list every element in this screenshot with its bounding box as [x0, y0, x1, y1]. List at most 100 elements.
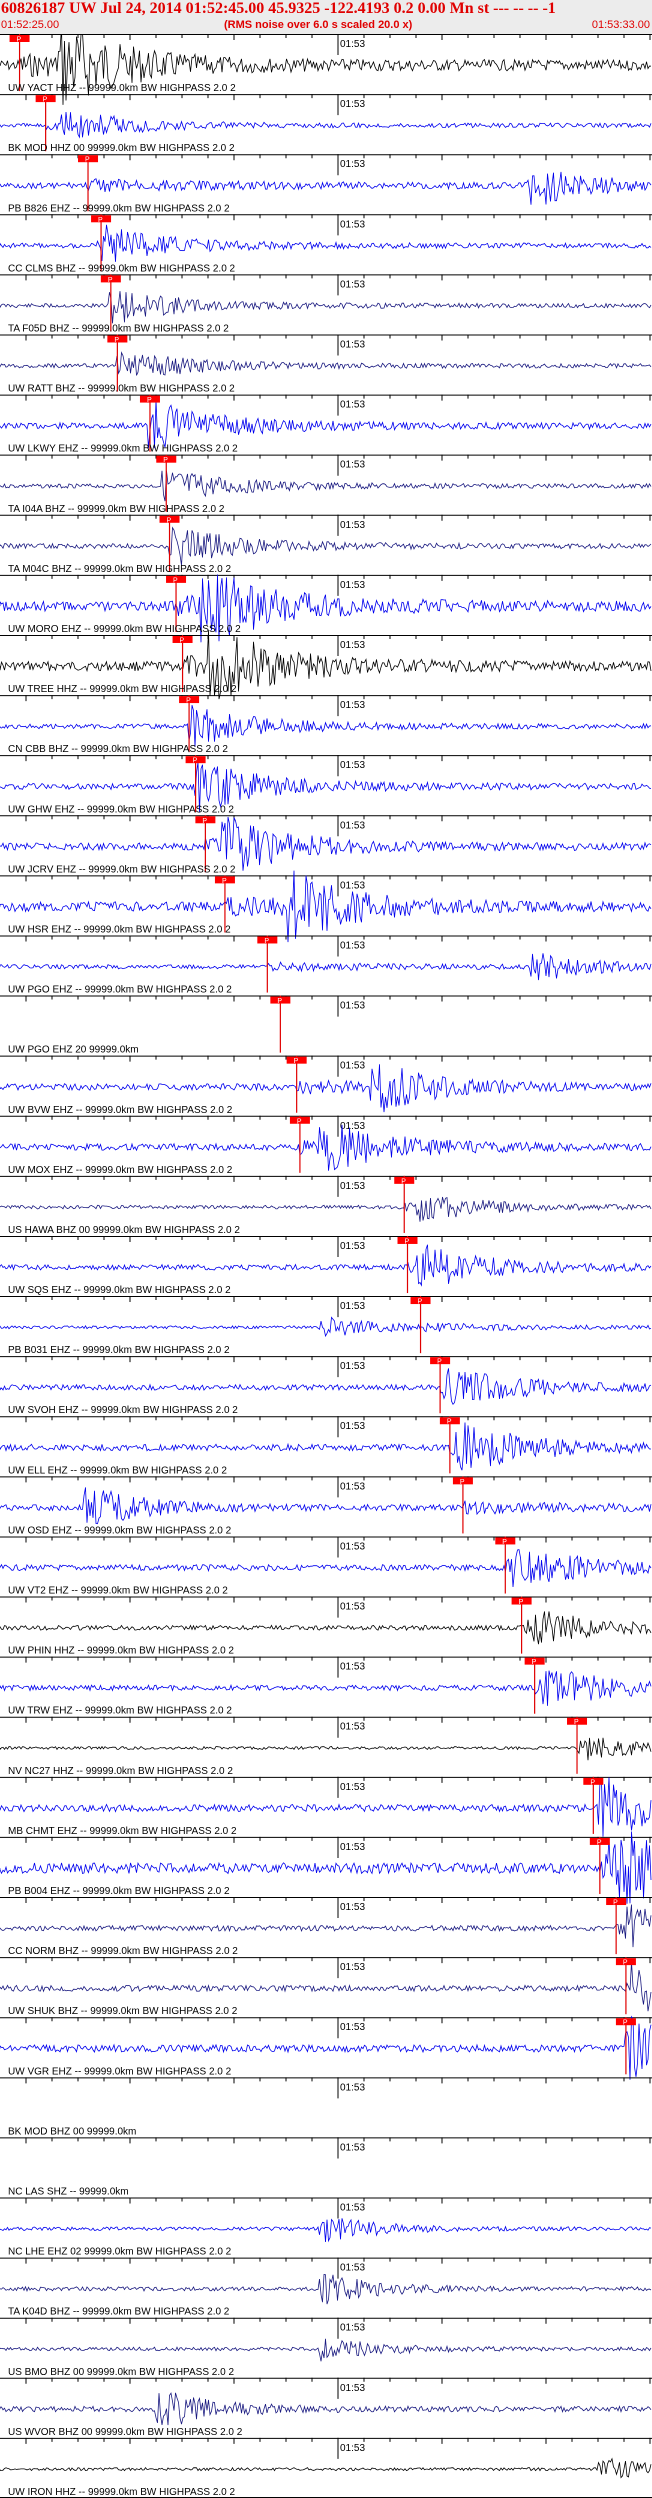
- waveform: [0, 2338, 652, 2362]
- trace-label: NV NC27 HHZ -- 99999.0km BW HIGHPASS 2.0…: [8, 1766, 233, 1777]
- pick-box: [214, 876, 235, 884]
- waveform: [0, 1196, 652, 1222]
- minute-tick-label: 01:53: [340, 1001, 365, 1012]
- trace-label: UW OSD EHZ -- 99999.0km BW HIGHPASS 2.0 …: [8, 1525, 232, 1536]
- pick-label: P: [180, 637, 185, 644]
- minute-tick-label: 01:53: [340, 820, 365, 831]
- trace-label: UW VT2 EHZ -- 99999.0km BW HIGHPASS 2.0 …: [8, 1586, 228, 1597]
- pick-box: [107, 335, 128, 343]
- trace-label: US BMO BHZ 00 99999.0km BW HIGHPASS 2.0 …: [8, 2367, 234, 2378]
- trace-label: UW RATT BHZ -- 99999.0km BW HIGHPASS 2.0…: [8, 384, 235, 395]
- minute-tick-label: 01:53: [340, 1962, 365, 1973]
- waveform: [0, 761, 652, 813]
- pick-box: [185, 756, 206, 764]
- waveform: [0, 1961, 652, 2012]
- minute-tick-label: 01:53: [340, 1842, 365, 1853]
- trace-label: UW JCRV EHZ -- 99999.0km BW HIGHPASS 2.0…: [8, 864, 236, 875]
- pick-label: P: [202, 818, 207, 825]
- pick-box: [589, 1837, 610, 1845]
- pick-label: P: [147, 397, 152, 404]
- minute-tick-label: 01:53: [340, 1541, 365, 1552]
- pick-box: [397, 1236, 418, 1244]
- minute-tick-label: 01:53: [340, 2203, 365, 2214]
- trace-label: CC NORM BHZ -- 99999.0km BW HIGHPASS 2.0…: [8, 1946, 238, 1957]
- minute-tick-label: 01:53: [340, 1301, 365, 1312]
- pick-label: P: [597, 1839, 602, 1846]
- trace-label: UW LKWY EHZ -- 99999.0km BW HIGHPASS 2.0…: [8, 444, 238, 455]
- waveform: [0, 224, 652, 262]
- pick-label: P: [447, 1419, 452, 1426]
- minute-tick-label: 01:53: [340, 400, 365, 411]
- pick-box: [439, 1417, 460, 1425]
- trace-label: PB B004 EHZ -- 99999.0km BW HIGHPASS 2.0…: [8, 1886, 230, 1897]
- trace-label: NC LHE EHZ 02 99999.0km BW HIGHPASS 2.0 …: [8, 2247, 232, 2258]
- waveform: [0, 1244, 652, 1287]
- pick-label: P: [623, 1960, 628, 1967]
- pick-box: [524, 1657, 545, 1665]
- trace-label: UW HSR EHZ -- 99999.0km BW HIGHPASS 2.0 …: [8, 924, 231, 935]
- trace-label: UW MOX EHZ -- 99999.0km BW HIGHPASS 2.0 …: [8, 1165, 233, 1176]
- waveform: [0, 1487, 652, 1525]
- pick-label: P: [519, 1599, 524, 1606]
- waveform: [0, 1777, 652, 1837]
- pick-label: P: [460, 1479, 465, 1486]
- pick-label: P: [85, 157, 90, 164]
- trace-label: UW TREE HHZ -- 99999.0km BW HIGHPASS 2.0…: [8, 684, 237, 695]
- pick-label: P: [418, 1299, 423, 1306]
- trace-label: UW MORO EHZ -- 99999.0km BW HIGHPASS 2.0…: [8, 624, 241, 635]
- pick-label: P: [17, 37, 22, 44]
- seismogram-panel: 01:53 P UW YACT HHZ -- 99999.0km BW HIGHPA…: [0, 34, 652, 2498]
- trace-label: CC CLMS BHZ -- 99999.0km BW HIGHPASS 2.0…: [8, 263, 236, 274]
- pick-box: [452, 1477, 473, 1485]
- minute-tick-label: 01:53: [340, 1662, 365, 1673]
- waveform: [0, 1316, 652, 1338]
- minute-tick-label: 01:53: [340, 1061, 365, 1072]
- trace-label: UW ELL EHZ -- 99999.0km BW HIGHPASS 2.0 …: [8, 1465, 227, 1476]
- trace-label: UW GHW EHZ -- 99999.0km BW HIGHPASS 2.0 …: [8, 804, 234, 815]
- pick-box: [495, 1537, 516, 1545]
- pick-label: P: [294, 1058, 299, 1065]
- pick-box: [567, 1717, 588, 1725]
- minute-tick-label: 01:53: [340, 1361, 365, 1372]
- pick-label: P: [98, 217, 103, 224]
- pick-box: [139, 395, 160, 403]
- pick-box: [91, 215, 112, 223]
- trace-label: TA M04C BHZ -- 99999.0km BW HIGHPASS 2.0…: [8, 564, 231, 575]
- trace-label: PB B031 EHZ -- 99999.0km BW HIGHPASS 2.0…: [8, 1345, 230, 1356]
- waveform: [0, 470, 652, 502]
- pick-label: P: [173, 577, 178, 584]
- trace-label: UW BVW EHZ -- 99999.0km BW HIGHPASS 2.0 …: [8, 1105, 233, 1116]
- pick-label: P: [502, 1539, 507, 1546]
- minute-tick-label: 01:53: [340, 700, 365, 711]
- pick-label: P: [574, 1719, 579, 1726]
- pick-box: [430, 1357, 451, 1365]
- waveform: [0, 171, 652, 205]
- pick-box: [9, 35, 30, 42]
- minute-tick-label: 01:53: [340, 339, 365, 350]
- waveform: [0, 574, 652, 643]
- pick-box: [159, 515, 180, 523]
- trace-label: NC LAS SHZ -- 99999.0km: [8, 2187, 129, 2198]
- minute-tick-label: 01:53: [340, 159, 365, 170]
- pick-box: [35, 95, 56, 103]
- pick-label: P: [43, 97, 48, 104]
- pick-box: [195, 816, 216, 824]
- minute-tick-label: 01:53: [340, 279, 365, 290]
- waveform: [0, 1549, 652, 1588]
- pick-box: [410, 1297, 431, 1305]
- minute-tick-label: 01:53: [340, 219, 365, 230]
- trace-label: TA I04A BHZ -- 99999.0km BW HIGHPASS 2.0…: [8, 504, 225, 515]
- pick-box: [511, 1597, 532, 1605]
- waveform: [0, 870, 652, 943]
- trace-label: BK MOD BHZ 00 99999.0km: [8, 2126, 136, 2137]
- waveform: [0, 953, 652, 981]
- trace-label: US WVOR BHZ 00 99999.0km BW HIGHPASS 2.0…: [8, 2427, 243, 2438]
- pick-label: P: [437, 1359, 442, 1366]
- trace-label: UW TRW EHZ -- 99999.0km BW HIGHPASS 2.0 …: [8, 1706, 232, 1717]
- waveform: [0, 2218, 652, 2243]
- pick-label: P: [264, 938, 269, 945]
- event-title: 60826187 UW Jul 24, 2014 01:52:45.00 45.…: [1, 0, 556, 17]
- waveform: [0, 351, 652, 376]
- trace-label: MB CHMT EHZ -- 99999.0km BW HIGHPASS 2.0…: [8, 1826, 237, 1837]
- pick-label: P: [532, 1659, 537, 1666]
